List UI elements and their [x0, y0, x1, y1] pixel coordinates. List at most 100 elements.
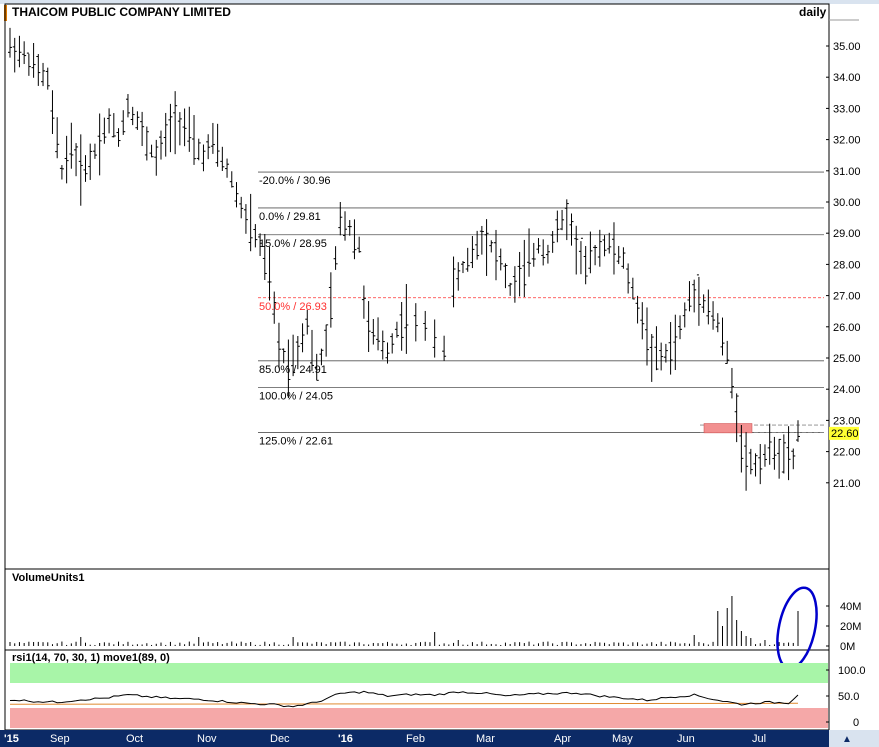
price-bar: [135, 111, 140, 130]
price-bar: [144, 126, 149, 161]
price-bar: [12, 37, 17, 73]
price-bar: [413, 303, 418, 342]
price-bar: [748, 448, 753, 475]
price-bar: [607, 232, 612, 254]
x-axis-label: Jul: [752, 733, 766, 745]
highlight-box: [703, 423, 753, 434]
price-bar: [470, 236, 475, 269]
price-bar: [319, 348, 324, 366]
price-bar: [460, 261, 465, 274]
x-axis-label: Oct: [126, 733, 143, 745]
price-bar: [64, 135, 69, 184]
price-bar: [678, 315, 683, 340]
price-bar: [720, 317, 725, 356]
price-tick-label: 30.00: [833, 197, 861, 209]
price-bar: [616, 245, 621, 265]
price-bar: [423, 310, 428, 341]
price-tick-label: 32.00: [833, 135, 861, 147]
rsi-tick-label: 0: [853, 717, 859, 729]
price-bar: [791, 448, 796, 470]
price-bar: [692, 279, 697, 313]
price-bar: [753, 453, 758, 477]
rsi-oversold-band: [10, 708, 828, 728]
price-bar: [508, 282, 513, 296]
price-bar: [262, 233, 267, 281]
price-bar: [111, 113, 116, 138]
price-bar: [41, 62, 46, 87]
price-bar: [494, 229, 499, 281]
price-bar: [503, 263, 508, 289]
x-axis-bar: [0, 730, 829, 747]
price-bar: [545, 244, 550, 264]
price-bar: [324, 324, 329, 357]
rsi-line: [9, 690, 799, 708]
price-bar: [772, 436, 777, 470]
price-bar: [399, 301, 404, 351]
price-bar: [305, 309, 310, 335]
x-axis-label: May: [612, 733, 633, 745]
price-bar: [574, 225, 579, 275]
price-bar: [149, 144, 154, 158]
price-bar: [116, 128, 121, 147]
price-bar: [512, 266, 517, 303]
price-bars: [8, 27, 800, 491]
price-tick-label: 22.00: [833, 447, 861, 459]
price-bar: [248, 193, 253, 252]
x-axis-label: '16: [338, 733, 353, 745]
fib-label: 0.0% / 29.81: [259, 211, 321, 223]
price-bar: [564, 199, 569, 241]
price-bar: [328, 272, 333, 328]
price-bar: [569, 213, 574, 246]
fib-levels: [258, 171, 824, 433]
price-tick-label: 26.00: [833, 322, 861, 334]
price-bar: [168, 103, 173, 153]
price-bar: [22, 41, 27, 65]
price-tick-label: 25.00: [833, 353, 861, 365]
price-bar: [593, 244, 598, 266]
price-bar: [371, 318, 376, 345]
last-price-tag: [829, 426, 859, 440]
price-bar: [739, 425, 744, 473]
price-bar: [309, 329, 314, 371]
price-tick-label: 23.00: [833, 415, 861, 427]
rsi-tick-label: 100.0: [838, 665, 866, 677]
price-tick-label: 34.00: [833, 72, 861, 84]
price-bar: [314, 353, 319, 381]
price-tick-label: 35.00: [833, 41, 861, 53]
fib-label: -20.0% / 30.96: [259, 175, 331, 187]
x-axis-label: Sep: [50, 733, 70, 745]
price-bar: [404, 283, 409, 354]
price-bar: [706, 289, 711, 325]
price-bar: [281, 348, 286, 364]
price-bar: [668, 322, 673, 375]
price-bar: [88, 143, 93, 180]
price-bar: [215, 123, 220, 167]
price-bar: [611, 222, 616, 275]
price-bar: [597, 229, 602, 267]
price-bar: [673, 314, 678, 371]
price-bar: [442, 335, 447, 361]
price-bar: [83, 155, 88, 182]
price-bar: [130, 106, 135, 126]
price-bar: [527, 228, 532, 277]
fib-labels: -20.0% / 30.96 0.0% / 29.81 15.0% / 28.95 5…: [259, 175, 333, 448]
price-bar: [201, 144, 206, 172]
annotation-circle: [776, 586, 818, 670]
volume-bars: [9, 596, 799, 646]
price-bar: [177, 112, 182, 146]
price-bar: [158, 130, 163, 160]
price-bar: [196, 138, 201, 161]
price-bar: [225, 158, 230, 178]
price-bar: [602, 235, 607, 257]
price-bar: [187, 106, 192, 152]
price-bar: [635, 295, 640, 324]
price-bar: [125, 94, 130, 118]
price-bar: [394, 321, 399, 338]
x-axis-label: Nov: [197, 733, 217, 745]
price-bar: [173, 91, 178, 155]
scroll-arrow-icon[interactable]: ▲: [842, 734, 852, 745]
fib-label: 100.0% / 24.05: [259, 391, 333, 403]
price-tick-label: 21.00: [833, 478, 861, 490]
price-bar: [663, 343, 668, 363]
price-bar: [649, 333, 654, 382]
